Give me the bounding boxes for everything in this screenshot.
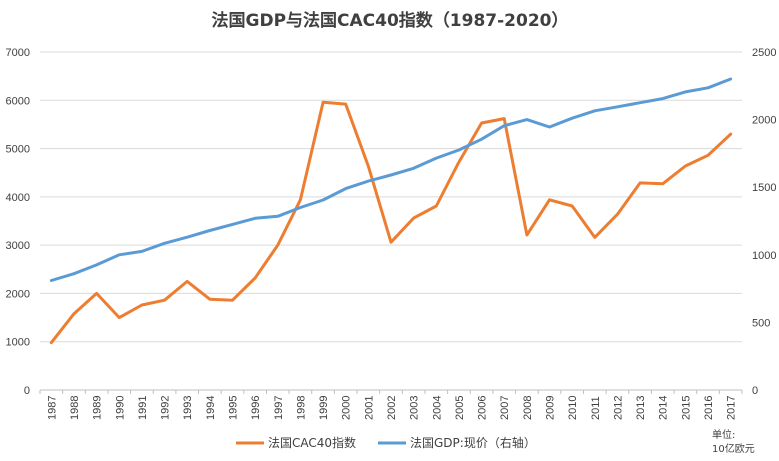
right-axis-ticks: 0 500 1000 1500 2000 2500	[752, 47, 776, 397]
y-right-tick-label: 500	[752, 317, 770, 329]
x-tick-label: 2000	[341, 396, 353, 420]
unit-label-line2: 10亿欧元	[712, 442, 755, 455]
x-tick-label: 2006	[477, 396, 489, 420]
x-tick-label: 2004	[431, 396, 443, 420]
unit-label-line1: 单位:	[712, 428, 735, 441]
x-tick-label: 2014	[658, 396, 670, 420]
x-tick-label: 2003	[409, 396, 421, 420]
x-tick-label: 2017	[726, 396, 738, 420]
x-tick-label: 1991	[137, 396, 149, 420]
x-tick-label: 2013	[635, 396, 647, 420]
x-tick-label: 1997	[273, 396, 285, 420]
legend-label-cac40: 法国CAC40指数	[268, 435, 356, 450]
x-tick-label: 1988	[69, 396, 81, 420]
x-tick-label: 1989	[92, 396, 104, 420]
x-tick-label: 2011	[590, 396, 602, 420]
y-left-tick-label: 2000	[6, 288, 30, 300]
y-right-tick-label: 1000	[752, 250, 776, 262]
series-line-cac40	[49, 100, 733, 345]
x-tick-label: 1993	[182, 396, 194, 420]
x-tick-label: 2016	[703, 396, 715, 420]
x-tick-label: 2001	[363, 396, 375, 420]
legend: 法国CAC40指数 法国GDP:现价（右轴）	[236, 435, 536, 450]
y-left-tick-label: 0	[24, 385, 30, 397]
series-lines	[49, 77, 733, 345]
x-tick-label: 1998	[295, 396, 307, 420]
x-tick-label: 2007	[499, 396, 511, 420]
x-tick-label: 2009	[545, 396, 557, 420]
x-tick-label: 1999	[318, 396, 330, 420]
y-left-tick-label: 5000	[6, 144, 30, 156]
x-tick-label: 1992	[160, 396, 172, 420]
x-tick-label: 2002	[386, 396, 398, 420]
x-tick-label: 1987	[46, 396, 58, 420]
y-left-tick-label: 1000	[6, 337, 30, 349]
x-tick-label: 2005	[454, 396, 466, 420]
x-axis-ticks: 1987 1988 1989 1990 1991 1992 1993 1994 1995 1996…	[39, 390, 743, 420]
legend-label-gdp: 法国GDP:现价（右轴）	[410, 435, 536, 450]
y-right-tick-label: 0	[752, 385, 758, 397]
chart-title: 法国GDP与法国CAC40指数（1987-2020）	[212, 10, 569, 31]
x-tick-label: 2010	[567, 396, 579, 420]
x-tick-label: 1994	[205, 396, 217, 420]
y-left-tick-label: 7000	[6, 47, 30, 59]
x-tick-label: 1996	[250, 396, 262, 420]
y-left-tick-label: 3000	[6, 240, 30, 252]
y-right-tick-label: 2500	[752, 47, 776, 59]
y-right-tick-label: 2000	[752, 115, 776, 127]
y-left-tick-label: 6000	[6, 95, 30, 107]
x-tick-label: 1990	[114, 396, 126, 420]
x-tick-label: 2008	[522, 396, 534, 420]
y-left-tick-label: 4000	[6, 192, 30, 204]
x-tick-label: 2015	[680, 396, 692, 420]
left-axis-ticks: 0 1000 2000 3000 4000 5000 6000 7000	[6, 47, 30, 397]
y-right-tick-label: 1500	[752, 182, 776, 194]
x-tick-label: 1995	[227, 396, 239, 420]
series-line-gdp	[49, 77, 733, 282]
x-tick-label: 2012	[612, 396, 624, 420]
